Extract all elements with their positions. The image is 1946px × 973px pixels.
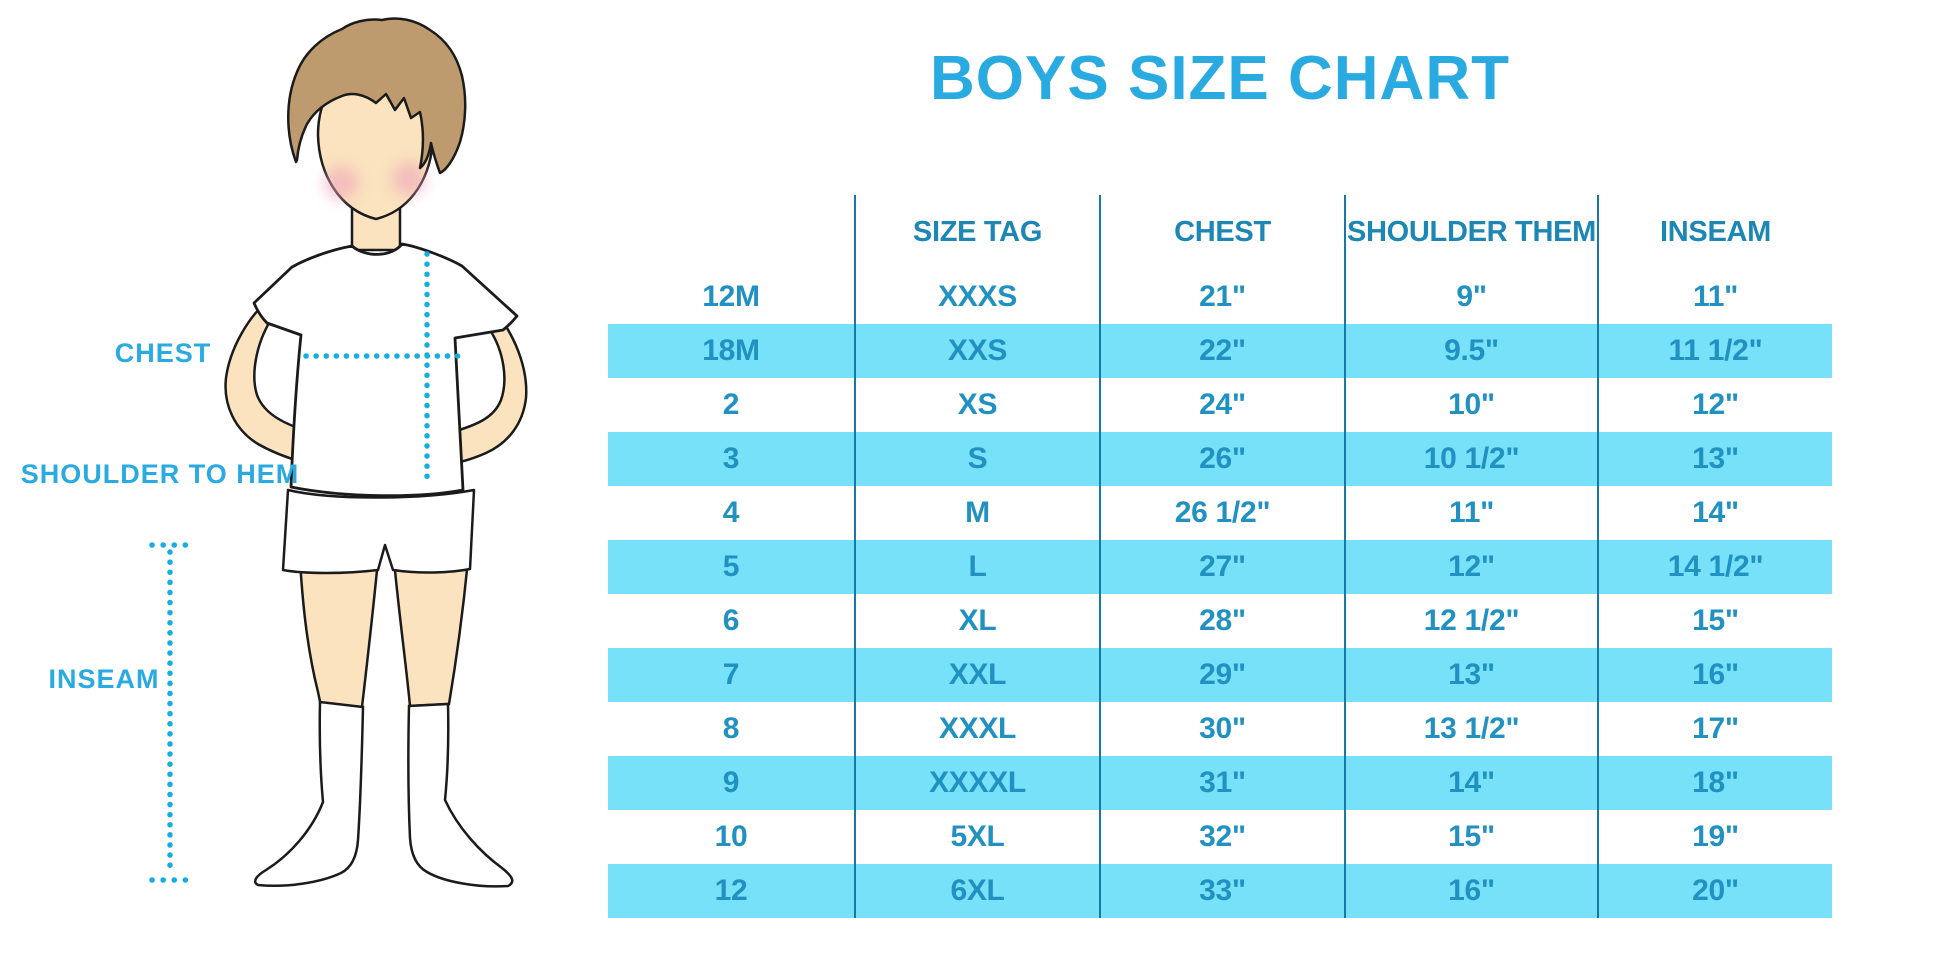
header-cell-3: SHOULDER THEM: [1344, 195, 1597, 270]
table-row-2: 2 XS 24" 10" 12": [608, 378, 1832, 432]
cell-r1-c4: 11 1/2": [1597, 324, 1832, 378]
cell-r3-c2: 26": [1099, 432, 1344, 486]
cell-r4-c0: 4: [722, 496, 740, 529]
cell-r9-c3: 14": [1344, 756, 1597, 810]
boy-leg-left: [298, 558, 380, 709]
inseam-label: INSEAM: [48, 664, 159, 694]
cell-r11-c0: 12: [714, 874, 748, 907]
chest-label: CHEST: [115, 338, 212, 368]
cell-r2-c0: 2: [722, 388, 740, 421]
cell-r5-c2: 27": [1099, 540, 1344, 594]
boy-sock-right: [407, 702, 514, 888]
size-table: SIZE TAG CHEST SHOULDER THEM INSEAM 12M XXXS 2…: [608, 195, 1832, 918]
table-row-8: 8 XXXL 30" 13 1/2" 17": [608, 702, 1832, 756]
cell-r6-c0: 6: [722, 604, 740, 637]
cell-r9-c0: 9: [722, 766, 740, 799]
cell-r10-c1: 5XL: [854, 810, 1099, 864]
cell-r11-c4: 20": [1597, 864, 1832, 918]
boy-arm-right: [451, 318, 528, 464]
header-cell-4: INSEAM: [1597, 195, 1832, 270]
cell-r8-c0: 8: [722, 712, 740, 745]
boy-figure-illustration: CHEST SHOULDER TO HEM INSEAM: [21, 17, 528, 888]
cell-r4-c4: 14": [1597, 486, 1832, 540]
table-row-18M: 18M XXS 22" 9.5" 11 1/2": [608, 324, 1832, 378]
cell-r3-c1: S: [854, 432, 1099, 486]
cell-r2-c3: 10": [1344, 378, 1597, 432]
cell-r5-c3: 12": [1344, 540, 1597, 594]
boy-leg-right: [392, 558, 470, 708]
cell-r1-c3: 9.5": [1344, 324, 1597, 378]
cell-r0-c1: XXXS: [854, 270, 1099, 324]
cell-r7-c3: 13": [1344, 648, 1597, 702]
cell-r1-c0: 18M: [702, 334, 760, 367]
cell-r6-c2: 28": [1099, 594, 1344, 648]
boy-sock-left: [254, 700, 365, 888]
page-title: BOYS SIZE CHART: [930, 43, 1510, 113]
cell-r9-c2: 31": [1099, 756, 1344, 810]
table-row-9: 9 XXXXL 31" 14" 18": [608, 756, 1832, 810]
cell-r2-c1: XS: [854, 378, 1099, 432]
cell-r0-c3: 9": [1344, 270, 1597, 324]
cell-r1-c2: 22": [1099, 324, 1344, 378]
cell-r0-c2: 21": [1099, 270, 1344, 324]
cell-r3-c4: 13": [1597, 432, 1832, 486]
header-cell-2: CHEST: [1099, 195, 1344, 270]
cell-r9-c4: 18": [1597, 756, 1832, 810]
cell-r8-c3: 13 1/2": [1344, 702, 1597, 756]
cell-r3-c0: 3: [722, 442, 740, 475]
boy-arm-left: [224, 297, 312, 464]
cell-r11-c2: 33": [1099, 864, 1344, 918]
cell-r8-c1: XXXL: [854, 702, 1099, 756]
cell-r0-c4: 11": [1597, 270, 1832, 324]
cell-r6-c4: 15": [1597, 594, 1832, 648]
table-row-5: 5 L 27" 12" 14 1/2": [608, 540, 1832, 594]
cell-r3-c3: 10 1/2": [1344, 432, 1597, 486]
boy-cheek-left: [324, 166, 358, 200]
table-header-row: SIZE TAG CHEST SHOULDER THEM INSEAM: [608, 195, 1832, 270]
cell-r2-c2: 24": [1099, 378, 1344, 432]
shoulder-to-hem-label: SHOULDER TO HEM: [21, 459, 300, 489]
header-cell-0: [608, 195, 854, 270]
cell-r0-c0: 12M: [702, 280, 760, 313]
cell-r4-c3: 11": [1344, 486, 1597, 540]
table-row-4: 4 M 26 1/2" 11" 14": [608, 486, 1832, 540]
cell-r10-c3: 15": [1344, 810, 1597, 864]
table-row-3: 3 S 26" 10 1/2" 13": [608, 432, 1832, 486]
cell-r6-c1: XL: [854, 594, 1099, 648]
header-cell-1: SIZE TAG: [854, 195, 1099, 270]
cell-r7-c4: 16": [1597, 648, 1832, 702]
cell-r9-c1: XXXXL: [854, 756, 1099, 810]
cell-r4-c1: M: [854, 486, 1099, 540]
table-row-10: 10 5XL 32" 15" 19": [608, 810, 1832, 864]
cell-r11-c1: 6XL: [854, 864, 1099, 918]
cell-r5-c0: 5: [722, 550, 740, 583]
boy-tshirt: [252, 242, 519, 498]
cell-r5-c4: 14 1/2": [1597, 540, 1832, 594]
cell-r10-c2: 32": [1099, 810, 1344, 864]
cell-r10-c0: 10: [714, 820, 748, 853]
cell-r8-c2: 30": [1099, 702, 1344, 756]
cell-r10-c4: 19": [1597, 810, 1832, 864]
table-row-12M: 12M XXXS 21" 9" 11": [608, 270, 1832, 324]
table-row-12: 12 6XL 33" 16" 20": [608, 864, 1832, 918]
boy-shorts: [281, 488, 476, 575]
cell-r11-c3: 16": [1344, 864, 1597, 918]
cell-r2-c4: 12": [1597, 378, 1832, 432]
cell-r5-c1: L: [854, 540, 1099, 594]
boy-cheek-right: [392, 162, 426, 196]
cell-r1-c1: XXS: [854, 324, 1099, 378]
table-row-6: 6 XL 28" 12 1/2" 15": [608, 594, 1832, 648]
table-row-7: 7 XXL 29" 13" 16": [608, 648, 1832, 702]
cell-r4-c2: 26 1/2": [1099, 486, 1344, 540]
cell-r7-c2: 29": [1099, 648, 1344, 702]
cell-r6-c3: 12 1/2": [1344, 594, 1597, 648]
cell-r7-c0: 7: [722, 658, 740, 691]
boy-hair: [287, 17, 467, 175]
cell-r8-c4: 17": [1597, 702, 1832, 756]
cell-r7-c1: XXL: [854, 648, 1099, 702]
